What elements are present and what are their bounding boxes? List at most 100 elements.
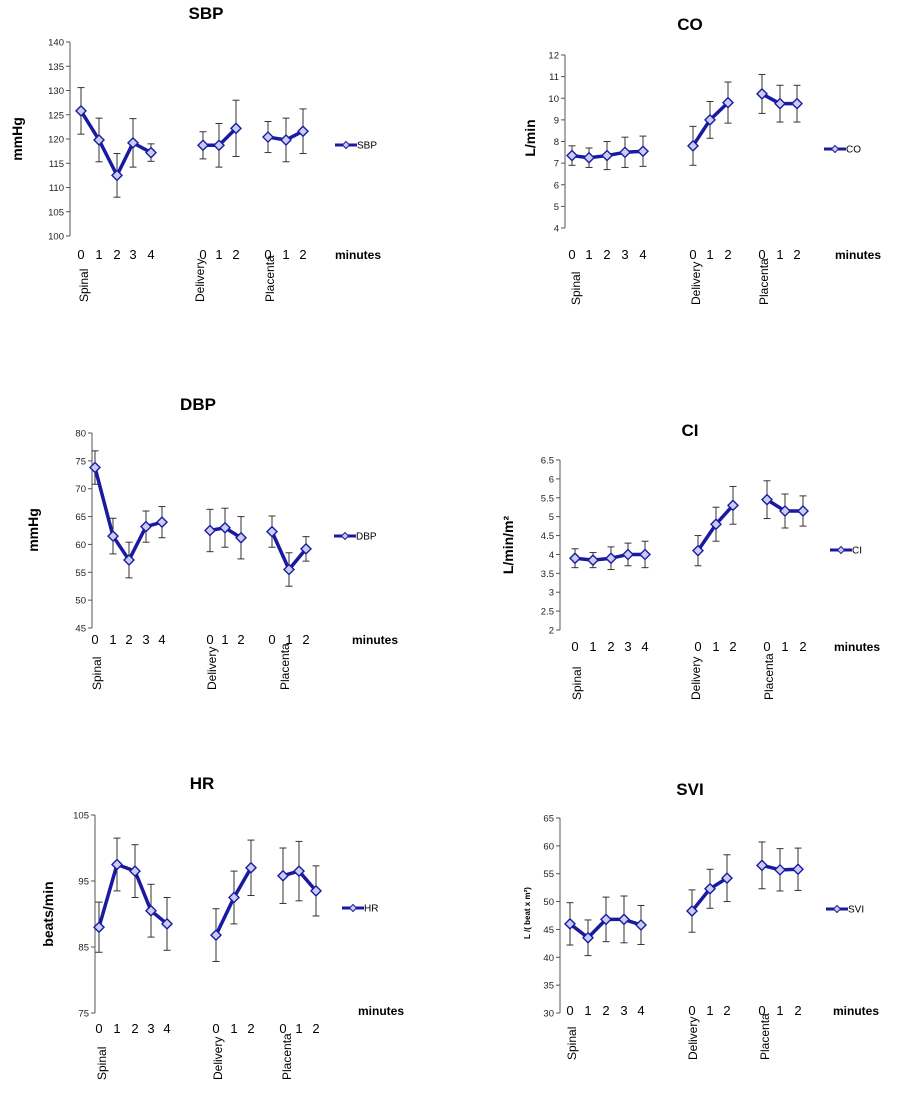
data-point — [140, 520, 152, 533]
data-point — [721, 872, 733, 885]
y-tick-label: 95 — [78, 877, 89, 888]
x-tick-label: 2 — [724, 247, 731, 262]
y-tick-label: 105 — [48, 207, 64, 218]
x-tick-label: 1 — [776, 247, 783, 262]
data-point — [582, 931, 594, 944]
y-tick-label: 60 — [75, 540, 86, 551]
legend-marker — [830, 144, 840, 154]
data-point — [618, 913, 630, 926]
data-point — [756, 859, 768, 872]
data-point — [791, 97, 803, 110]
series-group-spinal: 0 1 2 3 4 Spinal — [564, 895, 647, 1060]
chart-title: SVI — [676, 780, 703, 799]
x-tick-label: 2 — [312, 1021, 319, 1036]
data-point — [266, 525, 278, 538]
y-tick-label: 5 — [554, 202, 559, 213]
data-point — [230, 122, 242, 135]
x-tick-label: 0 — [95, 1021, 102, 1036]
x-tick-label: 0 — [688, 1003, 695, 1018]
y-tick-label: 105 — [73, 811, 89, 822]
x-tick-label: 3 — [147, 1021, 154, 1036]
y-tick-label: 4 — [554, 224, 559, 235]
group-label: Spinal — [565, 1027, 579, 1060]
x-tick-label: 2 — [237, 632, 244, 647]
data-point — [583, 151, 595, 164]
group-label: Placenta — [278, 643, 292, 690]
x-tick-label: 0 — [694, 639, 701, 654]
series-group-delivery: 0 1 2 Delivery — [210, 839, 257, 1080]
x-tick-label: 0 — [91, 632, 98, 647]
y-tick-label: 50 — [543, 897, 554, 908]
data-point — [310, 884, 322, 897]
data-point — [687, 139, 699, 152]
x-tick-label: 2 — [799, 639, 806, 654]
x-tick-label: 1 — [712, 639, 719, 654]
x-tick-label: 4 — [639, 247, 646, 262]
series-line — [79, 109, 152, 178]
data-point — [204, 524, 216, 537]
data-point — [774, 97, 786, 110]
y-tick-label: 45 — [543, 925, 554, 936]
x-tick-label: 1 — [295, 1021, 302, 1036]
data-point — [107, 530, 119, 543]
data-point — [622, 548, 634, 561]
y-tick-label: 12 — [548, 51, 559, 62]
group-label: Delivery — [686, 1017, 700, 1060]
x-tick-label: 0 — [763, 639, 770, 654]
data-point — [637, 145, 649, 158]
legend: DBP — [334, 532, 377, 543]
x-tick-label: 2 — [247, 1021, 254, 1036]
x-tick-label: 4 — [637, 1003, 644, 1018]
series-group-spinal: 0 1 2 3 4 Spinal — [566, 135, 649, 305]
x-tick-label: 4 — [641, 639, 648, 654]
group-label: Delivery — [689, 262, 703, 305]
data-point — [727, 499, 739, 512]
data-point — [692, 544, 704, 557]
x-tick-label: 1 — [113, 1021, 120, 1036]
data-point — [704, 113, 716, 126]
y-tick-label: 3.5 — [541, 569, 554, 580]
x-tick-label: 3 — [621, 247, 628, 262]
x-tick-label: 2 — [723, 1003, 730, 1018]
x-tick-label: 2 — [729, 639, 736, 654]
group-label: Spinal — [570, 667, 584, 700]
data-point — [600, 913, 612, 926]
y-tick-label: 140 — [48, 38, 64, 49]
y-tick-label: 75 — [75, 456, 86, 467]
data-point — [197, 139, 209, 152]
data-point — [704, 882, 716, 895]
data-point — [161, 917, 173, 930]
x-tick-label: 1 — [230, 1021, 237, 1036]
x-tick-label: 2 — [607, 639, 614, 654]
data-point — [127, 136, 139, 149]
y-axis-label: beats/min — [40, 881, 56, 946]
x-tick-label: 0 — [689, 247, 696, 262]
x-tick-label: 1 — [589, 639, 596, 654]
data-point — [111, 169, 123, 182]
data-point — [210, 929, 222, 942]
x-tick-label: 4 — [147, 247, 154, 262]
legend-label: SVI — [848, 905, 864, 916]
x-tick-label: 2 — [302, 632, 309, 647]
data-point — [219, 521, 231, 534]
x-tick-label: 0 — [206, 632, 213, 647]
x-tick-label: 2 — [793, 247, 800, 262]
x-tick-label: 1 — [215, 247, 222, 262]
y-tick-label: 130 — [48, 86, 64, 97]
x-tick-label: 2 — [125, 632, 132, 647]
data-point — [722, 96, 734, 109]
legend-label: SBP — [357, 141, 377, 152]
y-tick-label: 115 — [49, 159, 64, 170]
data-point — [686, 905, 698, 918]
legend-label: CI — [852, 546, 862, 557]
x-tick-label: 2 — [131, 1021, 138, 1036]
x-tick-label: 2 — [603, 247, 610, 262]
x-tick-label: 1 — [776, 1003, 783, 1018]
data-point — [635, 918, 647, 931]
x-axis-label: minutes — [834, 640, 880, 654]
legend-marker — [836, 545, 846, 555]
group-label: Spinal — [569, 272, 583, 305]
x-tick-label: 1 — [285, 632, 292, 647]
